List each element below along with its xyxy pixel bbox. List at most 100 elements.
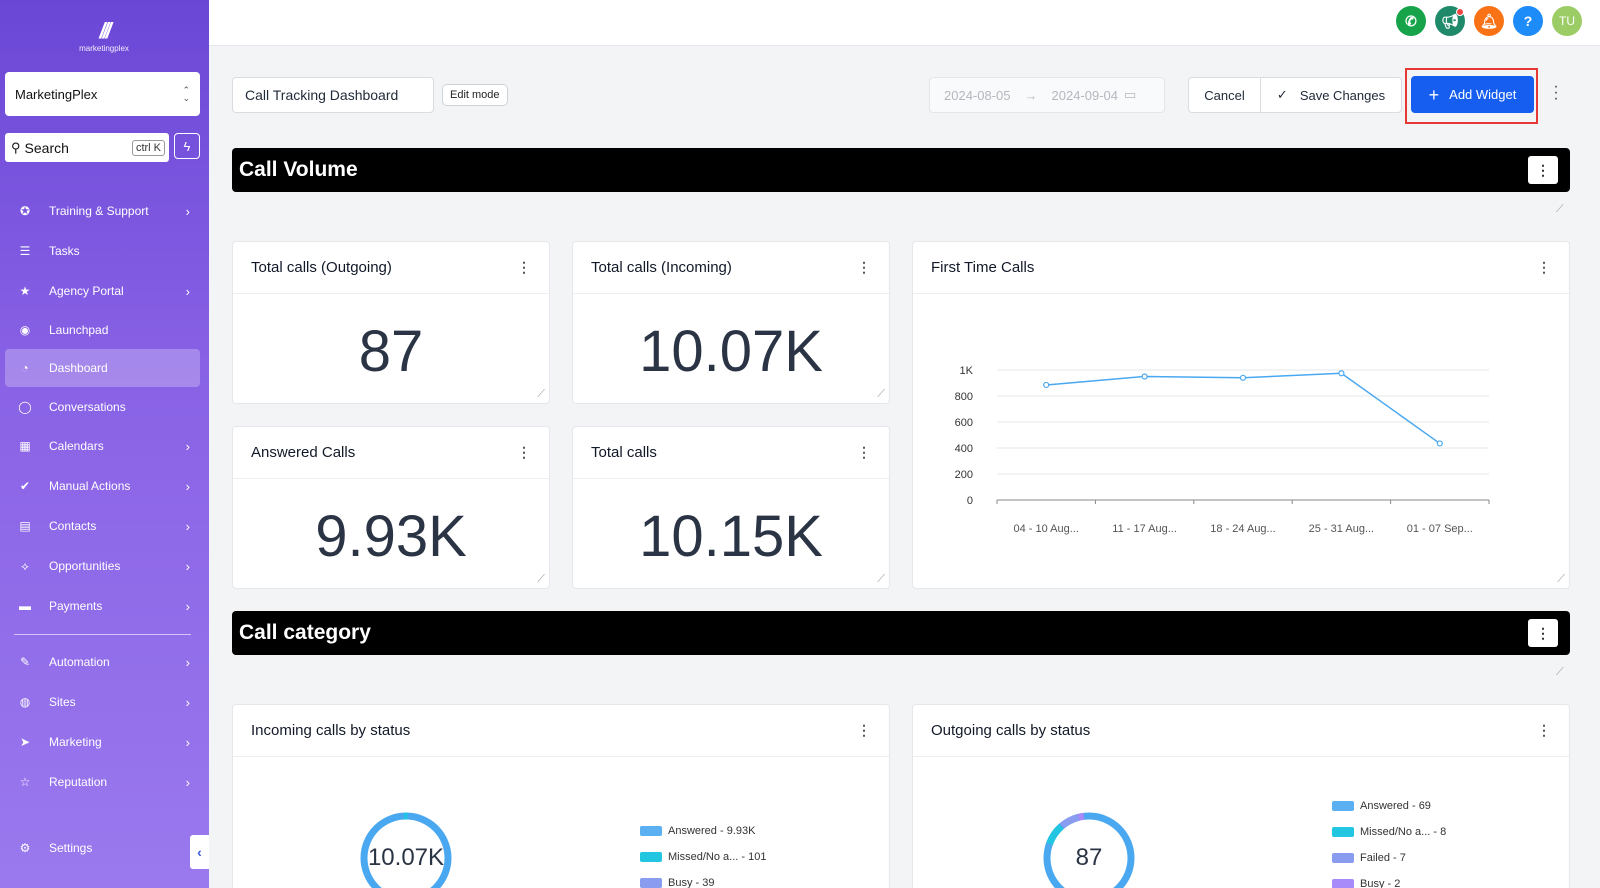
resize-handle-icon[interactable]: ⟋ bbox=[537, 573, 545, 585]
chevron-right-icon: › bbox=[185, 774, 190, 790]
outgoing-status-donut bbox=[1043, 812, 1135, 888]
avatar[interactable]: TU bbox=[1552, 6, 1582, 36]
y-tick-label: 0 bbox=[967, 495, 973, 507]
check-icon: ✓ bbox=[1276, 87, 1288, 102]
globe-icon: ◍ bbox=[19, 695, 31, 709]
sidebar-item-marketing[interactable]: ➤ Marketing › bbox=[5, 723, 200, 761]
legend-label: Failed - 7 bbox=[1360, 852, 1406, 864]
resize-handle-icon[interactable]: ⟋ bbox=[1556, 666, 1564, 678]
add-widget-button[interactable]: + Add Widget bbox=[1411, 76, 1534, 113]
sidebar-item-launchpad[interactable]: ◉ Launchpad bbox=[5, 311, 200, 349]
legend-item[interactable]: Answered - 9.93K bbox=[640, 818, 766, 844]
legend-swatch bbox=[1332, 801, 1354, 811]
sidebar-item-manual-actions[interactable]: ✔ Manual Actions › bbox=[5, 467, 200, 505]
resize-handle-icon[interactable]: ⟋ bbox=[877, 573, 885, 585]
edit-mode-badge: Edit mode bbox=[442, 84, 508, 106]
legend-item[interactable]: Busy - 2 bbox=[1332, 871, 1446, 888]
sidebar-item-tasks[interactable]: ☰ Tasks bbox=[5, 232, 200, 270]
widget-menu-icon[interactable]: ⋮ bbox=[857, 444, 871, 460]
x-tick-label: 11 - 17 Aug... bbox=[1112, 523, 1177, 535]
legend-item[interactable]: Answered - 69 bbox=[1332, 793, 1446, 819]
sidebar-item-training-support[interactable]: ✪ Training & Support › bbox=[5, 192, 200, 230]
logo-text: marketingplex bbox=[79, 44, 129, 53]
y-tick-label: 1K bbox=[960, 365, 974, 377]
section-menu-button[interactable]: ⋮ bbox=[1528, 619, 1558, 647]
support-icon: ✪ bbox=[19, 204, 31, 218]
widget-total-calls-incoming: Total calls (Incoming) ⋮ 10.07K ⟋ bbox=[572, 241, 890, 404]
save-changes-button[interactable]: ✓ Save Changes bbox=[1261, 78, 1401, 112]
quick-actions-button[interactable]: ϟ bbox=[174, 133, 200, 159]
sidebar-item-payments[interactable]: ▬ Payments › bbox=[5, 587, 200, 625]
y-tick-label: 600 bbox=[955, 417, 973, 429]
widget-menu-icon[interactable]: ⋮ bbox=[857, 722, 871, 738]
data-point bbox=[1436, 440, 1443, 447]
sidebar-item-agency-portal[interactable]: ★ Agency Portal › bbox=[5, 272, 200, 310]
add-widget-highlight bbox=[1405, 68, 1538, 124]
sidebar-item-conversations[interactable]: ◯ Conversations bbox=[5, 388, 200, 426]
widget-total-calls: Total calls ⋮ 10.15K ⟋ bbox=[572, 426, 890, 589]
resize-handle-icon[interactable]: ⟋ bbox=[537, 388, 545, 400]
sidebar-item-label: Contacts bbox=[49, 519, 97, 533]
donut-segment-missed bbox=[1043, 812, 1135, 888]
sidebar-item-label: Sites bbox=[49, 695, 76, 709]
more-options-icon[interactable]: · · · bbox=[1553, 78, 1559, 107]
sidebar-item-label: Settings bbox=[49, 841, 93, 855]
notifications-button[interactable]: 🔔︎ bbox=[1474, 6, 1504, 36]
resize-handle-icon[interactable]: ⟋ bbox=[1557, 573, 1565, 585]
phone-button[interactable]: ✆ bbox=[1396, 6, 1426, 36]
sidebar-item-label: Manual Actions bbox=[49, 479, 131, 493]
widget-menu-icon[interactable]: ⋮ bbox=[857, 259, 871, 275]
sidebar-item-settings[interactable]: ⚙ Settings bbox=[5, 829, 200, 867]
help-button[interactable]: ? bbox=[1513, 6, 1543, 36]
chevron-right-icon: › bbox=[185, 518, 190, 534]
sidebar-item-automation[interactable]: ✎ Automation › bbox=[5, 643, 200, 681]
y-tick-label: 800 bbox=[955, 391, 973, 403]
search-input[interactable]: ⚲ Search ctrl K bbox=[5, 133, 169, 162]
section-call-category: Call category ⋮ bbox=[232, 611, 1570, 655]
search-shortcut: ctrl K bbox=[131, 139, 165, 156]
widget-menu-icon[interactable]: ⋮ bbox=[1537, 259, 1551, 275]
widget-menu-icon[interactable]: ⋮ bbox=[517, 444, 531, 460]
resize-handle-icon[interactable]: ⟋ bbox=[1556, 203, 1564, 215]
resize-handle-icon[interactable]: ⟋ bbox=[877, 388, 885, 400]
data-point bbox=[1043, 381, 1050, 389]
widget-menu-icon[interactable]: ⋮ bbox=[1537, 722, 1551, 738]
legend-item[interactable]: Busy - 39 bbox=[640, 870, 766, 888]
widget-outgoing-calls-by-status: Outgoing calls by status ⋮ 87 Answered - … bbox=[912, 704, 1570, 888]
legend-item[interactable]: Missed/No a... - 8 bbox=[1332, 819, 1446, 845]
widget-menu-icon[interactable]: ⋮ bbox=[517, 259, 531, 275]
megaphone-icon: 📢︎ bbox=[1441, 12, 1459, 29]
section-menu-button[interactable]: ⋮ bbox=[1528, 156, 1558, 184]
avatar-initials: TU bbox=[1559, 14, 1575, 28]
legend-label: Missed/No a... - 101 bbox=[668, 851, 767, 863]
opportunities-icon: ⟡ bbox=[21, 558, 29, 573]
edit-actions: Cancel ✓ Save Changes bbox=[1188, 77, 1402, 113]
series-line bbox=[1046, 372, 1441, 445]
legend-label: Missed/No a... - 8 bbox=[1360, 826, 1447, 838]
announcements-button[interactable]: 📢︎ bbox=[1435, 6, 1465, 36]
dashboard-icon: ◔ bbox=[21, 361, 29, 375]
sidebar-divider bbox=[14, 634, 191, 635]
cancel-button[interactable]: Cancel bbox=[1189, 78, 1261, 112]
donut-segment-busy bbox=[1043, 812, 1135, 888]
legend-item[interactable]: Failed - 7 bbox=[1332, 845, 1446, 871]
y-tick-label: 200 bbox=[955, 469, 973, 481]
dashboard-title-input[interactable]: Call Tracking Dashboard bbox=[232, 77, 434, 113]
x-tick-label: 04 - 10 Aug... bbox=[1013, 523, 1078, 535]
sidebar-item-reputation[interactable]: ☆ Reputation › bbox=[5, 763, 200, 801]
sidebar-item-sites[interactable]: ◍ Sites › bbox=[5, 683, 200, 721]
sidebar-item-opportunities[interactable]: ⟡ Opportunities › bbox=[5, 547, 200, 585]
sidebar-item-contacts[interactable]: ▤ Contacts › bbox=[5, 507, 200, 545]
collapse-sidebar-button[interactable]: ‹ bbox=[190, 835, 209, 869]
sidebar-item-label: Conversations bbox=[49, 400, 126, 414]
account-switcher[interactable]: MarketingPlex ⌃ ⌄ bbox=[5, 72, 200, 116]
legend-item[interactable]: Missed/No a... - 101 bbox=[640, 844, 766, 870]
widget-first-time-calls: First Time Calls ⋮ 0 200 400 600 800 1K 04 - 10… bbox=[912, 241, 1570, 589]
date-range-picker[interactable]: 2024-08-05 → 2024-09-04 ▭ bbox=[929, 77, 1165, 113]
logo[interactable]: /// marketingplex bbox=[76, 20, 132, 54]
donut-segment-failed bbox=[1043, 812, 1135, 888]
sidebar-item-dashboard[interactable]: ◔ Dashboard bbox=[5, 349, 200, 387]
sidebar-item-calendars[interactable]: ▦ Calendars › bbox=[5, 427, 200, 465]
dashboard-title-value: Call Tracking Dashboard bbox=[245, 87, 399, 103]
automation-icon: ✎ bbox=[19, 655, 31, 669]
